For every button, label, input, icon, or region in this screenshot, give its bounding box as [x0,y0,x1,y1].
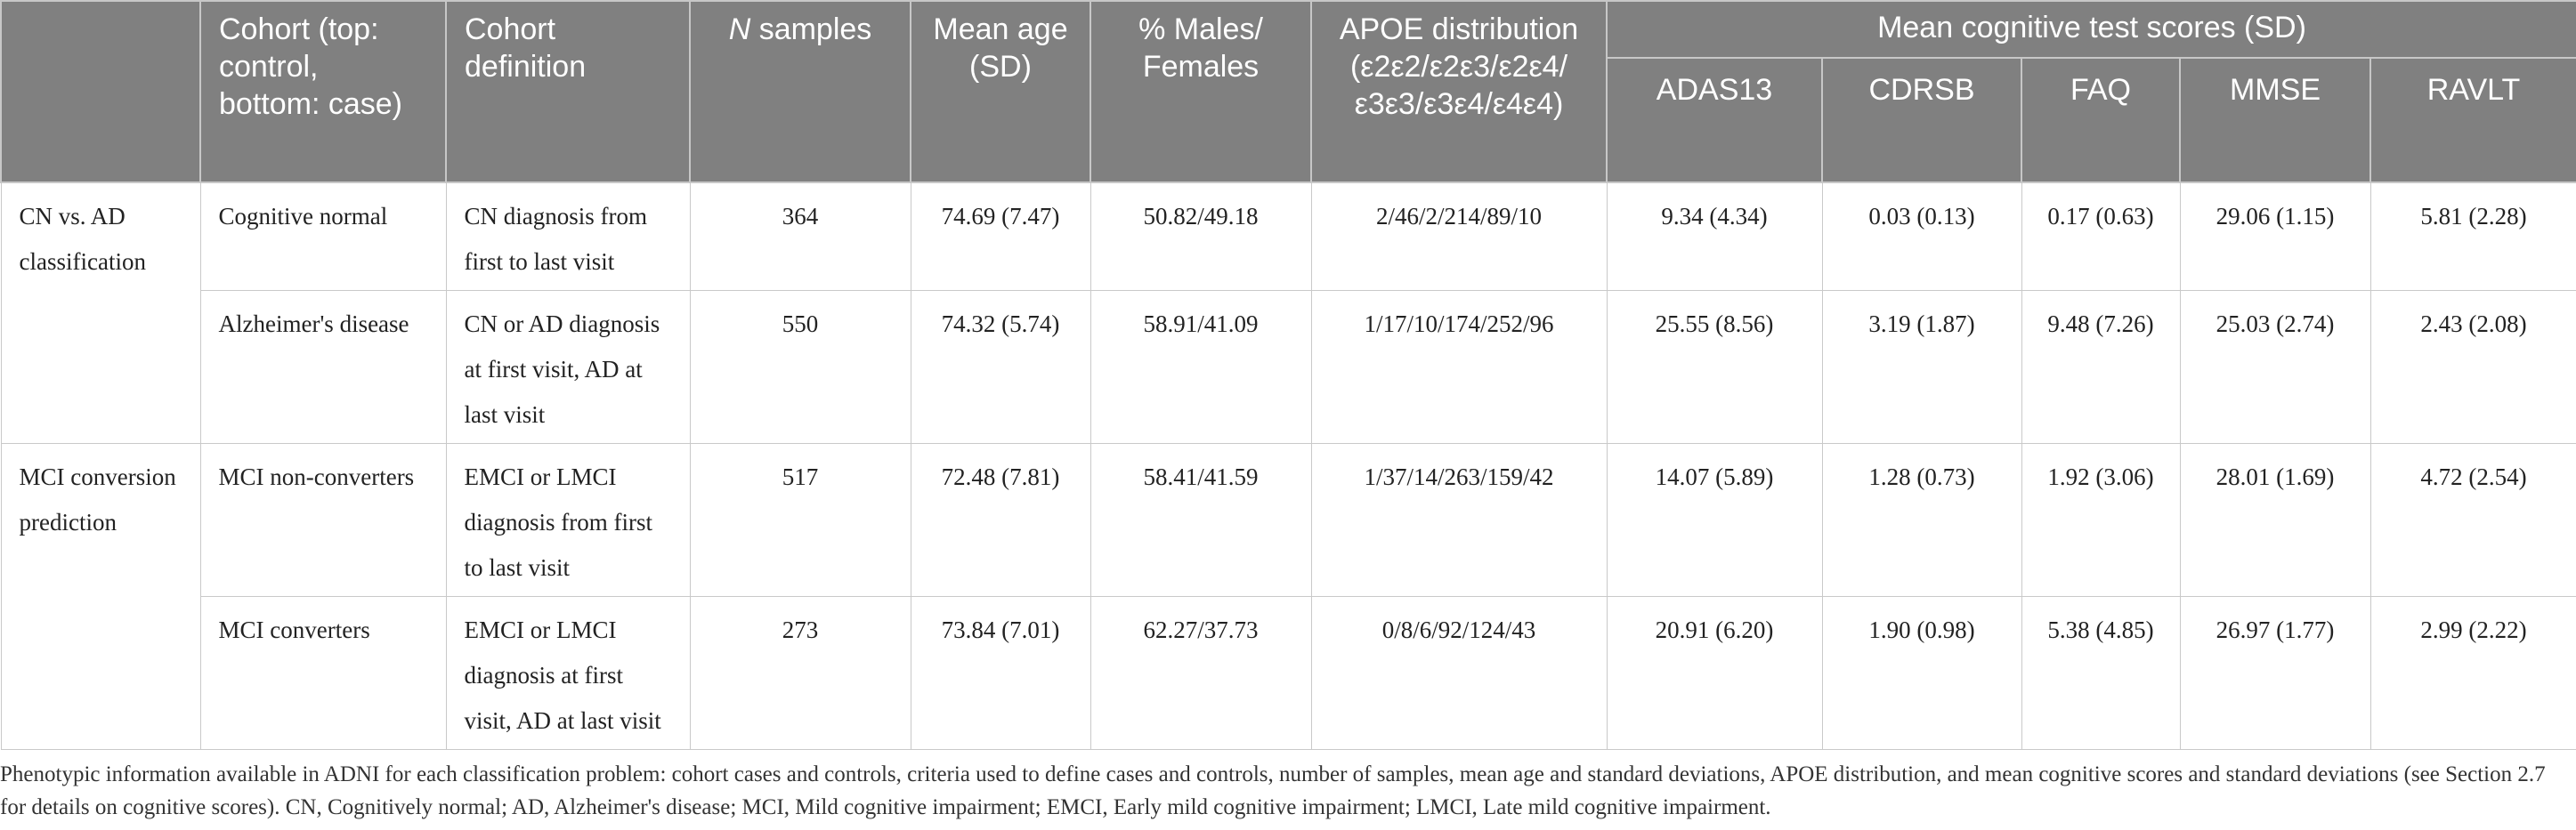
header-cohort: Cohort (top: control, bottom: case) [199,0,447,183]
cohort-cell: MCI converters [199,596,447,750]
header-mmse: MMSE [2179,57,2371,183]
header-n-samples-label: samples [750,12,872,46]
mmse-cell: 26.97 (1.77) [2179,596,2371,750]
cdrsb-cell: 1.28 (0.73) [1821,443,2022,597]
table-row: CN vs. AD classification Cognitive norma… [0,181,2576,444]
mmse-cell: 29.06 (1.15) [2179,181,2371,291]
header-problem [0,0,201,183]
header-adas13: ADAS13 [1606,57,1823,183]
adas13-cell: 20.91 (6.20) [1606,596,1823,750]
adas13-cell: 25.55 (8.56) [1606,290,1823,444]
adas13-cell: 9.34 (4.34) [1606,181,1823,291]
n-cell: 517 [689,443,911,597]
problem-cell: MCI conversion prediction [0,443,201,750]
table-caption: Phenotypic information available in ADNI… [0,758,2546,824]
header-n-samples: N samples [689,0,911,183]
definition-cell: EMCI or LMCI diagnosis at first visit, A… [445,596,691,750]
ravlt-cell: 2.99 (2.22) [2369,596,2576,750]
header-n-symbol: N [728,12,751,46]
sex-cell: 50.82/49.18 [1090,181,1312,291]
n-cell: 364 [689,181,911,291]
cdrsb-cell: 1.90 (0.98) [1821,596,2022,750]
mmse-cell: 25.03 (2.74) [2179,290,2371,444]
ravlt-cell: 5.81 (2.28) [2369,181,2576,291]
header-faq: FAQ [2021,57,2181,183]
definition-cell: CN diagnosis from first to last visit [445,181,691,291]
header-cdrsb: CDRSB [1821,57,2022,183]
sex-cell: 58.91/41.09 [1090,290,1312,444]
header-ravlt: RAVLT [2369,57,2576,183]
ravlt-cell: 4.72 (2.54) [2369,443,2576,597]
caption-text: Phenotypic information available in ADNI… [0,762,2546,819]
faq-cell: 9.48 (7.26) [2021,290,2181,444]
mmse-cell: 28.01 (1.69) [2179,443,2371,597]
age-cell: 74.69 (7.47) [910,181,1091,291]
faq-cell: 5.38 (4.85) [2021,596,2181,750]
cohort-cell: Alzheimer's disease [199,290,447,444]
faq-cell: 1.92 (3.06) [2021,443,2181,597]
table-row: MCI converters EMCI or LMCI diagnosis at… [1,596,2576,750]
cdrsb-cell: 3.19 (1.87) [1821,290,2022,444]
definition-cell: EMCI or LMCI diagnosis from first to las… [445,443,691,597]
header-sex: % Males/ Females [1090,0,1312,183]
problem-cell: CN vs. AD classification [0,181,201,444]
faq-cell: 0.17 (0.63) [2021,181,2181,291]
ravlt-cell: 2.43 (2.08) [2369,290,2576,444]
table-row: MCI conversion prediction MCI non-conver… [0,443,2576,750]
adas13-cell: 14.07 (5.89) [1606,443,1823,597]
n-cell: 550 [689,290,911,444]
apoe-cell: 1/17/10/174/252/96 [1310,290,1608,444]
apoe-cell: 1/37/14/263/159/42 [1310,443,1608,597]
header-apoe: APOE distribution (ε2ε2/ε2ε3/ε2ε4/ ε3ε3/… [1310,0,1608,183]
cohort-table: Cohort (top: control, bottom: case) Coho… [0,0,2576,750]
cdrsb-cell: 0.03 (0.13) [1821,181,2022,291]
cohort-cell: Cognitive normal [199,181,447,291]
header-cohort-definition: Cohort definition [445,0,691,183]
apoe-cell: 2/46/2/214/89/10 [1310,181,1608,291]
table-row: Alzheimer's disease CN or AD diagnosis a… [1,290,2576,444]
definition-cell: CN or AD diagnosis at first visit, AD at… [445,290,691,444]
n-cell: 273 [689,596,911,750]
sex-cell: 58.41/41.59 [1090,443,1312,597]
header-mean-age: Mean age (SD) [910,0,1091,183]
sex-cell: 62.27/37.73 [1090,596,1312,750]
apoe-cell: 0/8/6/92/124/43 [1310,596,1608,750]
age-cell: 72.48 (7.81) [910,443,1091,597]
age-cell: 74.32 (5.74) [910,290,1091,444]
header-cognitive-scores: Mean cognitive test scores (SD) [1605,0,2576,59]
cohort-cell: MCI non-converters [199,443,447,597]
age-cell: 73.84 (7.01) [910,596,1091,750]
